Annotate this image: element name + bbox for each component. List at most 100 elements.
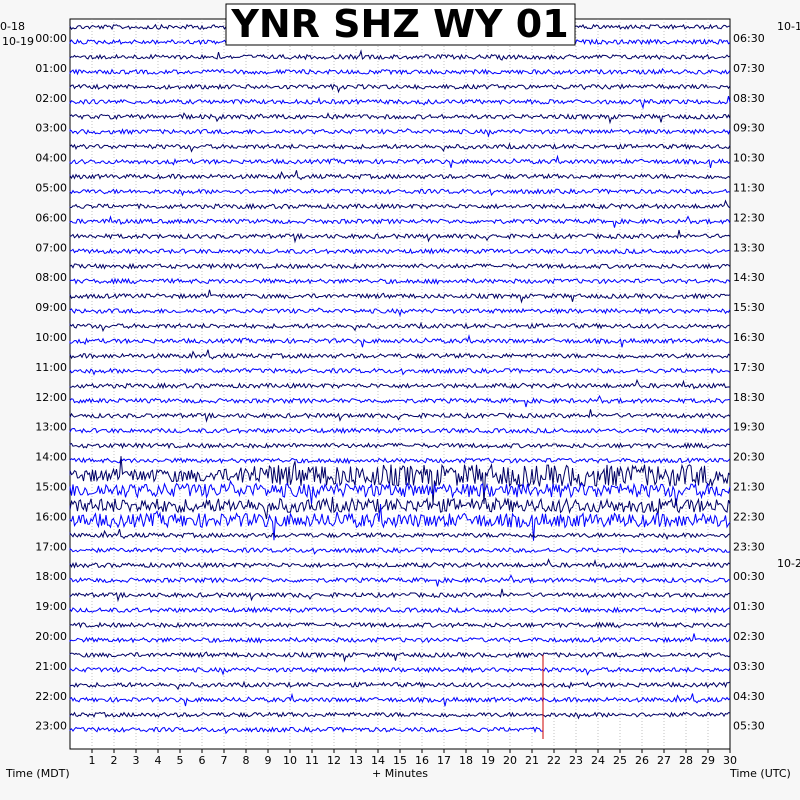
date-right-mid: 10-2 bbox=[777, 557, 800, 570]
hour-label-right: 20:30 bbox=[733, 451, 765, 464]
x-tick-label: 26 bbox=[635, 754, 649, 767]
x-tick-label: 21 bbox=[525, 754, 539, 767]
trace-line bbox=[69, 666, 731, 676]
trace-line bbox=[69, 333, 731, 348]
trace-line bbox=[69, 289, 731, 304]
hour-label-right: 15:30 bbox=[733, 301, 765, 314]
trace-line bbox=[69, 199, 731, 210]
trace-line bbox=[69, 558, 731, 569]
x-tick-label: 29 bbox=[701, 754, 715, 767]
hour-label-left: 01:00 bbox=[35, 62, 67, 75]
trace-line bbox=[69, 441, 731, 450]
x-tick-label: 1 bbox=[89, 754, 96, 767]
hour-label-right: 04:30 bbox=[733, 690, 765, 703]
hour-label-right: 01:30 bbox=[733, 600, 765, 613]
trace-line bbox=[69, 574, 731, 587]
hour-label-right: 19:30 bbox=[733, 421, 765, 434]
x-tick-label: 6 bbox=[199, 754, 206, 767]
traces bbox=[69, 23, 731, 739]
hour-label-left: 11:00 bbox=[35, 361, 67, 374]
trace-line bbox=[69, 456, 731, 505]
hour-label-right: 11:30 bbox=[733, 182, 765, 195]
x-tick-label: 23 bbox=[569, 754, 583, 767]
hour-label-left: 21:00 bbox=[35, 660, 67, 673]
trace-line bbox=[69, 711, 731, 720]
hour-label-right: 16:30 bbox=[733, 331, 765, 344]
y-label-right: Time (UTC) bbox=[729, 767, 791, 780]
trace-line bbox=[69, 307, 731, 317]
trace-line bbox=[69, 409, 731, 423]
hour-label-right: 09:30 bbox=[733, 122, 765, 135]
trace-line bbox=[69, 154, 731, 169]
hour-label-right: 03:30 bbox=[733, 660, 765, 673]
plot-area bbox=[69, 18, 731, 750]
date-left-start: 10-19 bbox=[2, 35, 34, 48]
x-tick-label: 3 bbox=[133, 754, 140, 767]
hour-label-left: 15:00 bbox=[35, 481, 67, 494]
x-label: + Minutes bbox=[372, 767, 428, 780]
hour-label-right: 08:30 bbox=[733, 92, 765, 105]
trace-line bbox=[69, 83, 731, 94]
hour-label-left: 03:00 bbox=[35, 122, 67, 135]
x-tick-label: 4 bbox=[155, 754, 162, 767]
x-tick-label: 10 bbox=[283, 754, 297, 767]
trace-line bbox=[69, 67, 731, 76]
x-tick-label: 20 bbox=[503, 754, 517, 767]
trace-line bbox=[69, 215, 731, 228]
hour-label-left: 17:00 bbox=[35, 540, 67, 553]
trace-line bbox=[69, 479, 731, 506]
x-tick-label: 27 bbox=[657, 754, 671, 767]
hour-label-left: 05:00 bbox=[35, 182, 67, 195]
x-tick-label: 14 bbox=[371, 754, 385, 767]
trace-line bbox=[69, 504, 731, 541]
x-tick-label: 28 bbox=[679, 754, 693, 767]
hour-label-right: 05:30 bbox=[733, 720, 765, 733]
trace-line bbox=[69, 49, 731, 61]
trace-line bbox=[69, 588, 731, 603]
hour-label-left: 16:00 bbox=[35, 510, 67, 523]
chart-title: YNR SHZ WY 01 bbox=[230, 2, 568, 46]
date-left-top: 0-18 bbox=[0, 20, 25, 33]
x-tick-label: 30 bbox=[723, 754, 737, 767]
trace-line bbox=[69, 496, 731, 520]
hour-label-left: 06:00 bbox=[35, 211, 67, 224]
hour-label-left: 20:00 bbox=[35, 630, 67, 643]
trace-line bbox=[69, 726, 543, 735]
trace-line bbox=[69, 170, 731, 181]
trace-line bbox=[69, 633, 731, 644]
hour-label-right: 18:30 bbox=[733, 391, 765, 404]
hour-label-left: 08:00 bbox=[35, 271, 67, 284]
trace-line bbox=[69, 112, 731, 125]
x-tick-label: 9 bbox=[265, 754, 272, 767]
hour-label-left: 14:00 bbox=[35, 451, 67, 464]
x-tick-label: 7 bbox=[221, 754, 228, 767]
hour-label-left: 02:00 bbox=[35, 92, 67, 105]
trace-line bbox=[69, 692, 731, 707]
trace-line bbox=[69, 367, 731, 376]
hour-label-right: 00:30 bbox=[733, 570, 765, 583]
trace-line bbox=[69, 457, 731, 465]
hour-label-right: 14:30 bbox=[733, 271, 765, 284]
x-tick-label: 5 bbox=[177, 754, 184, 767]
hour-label-right: 21:30 bbox=[733, 481, 765, 494]
left-time-labels: 00:00 01:00 02:00 03:00 04:00 05:00 06:00 07:00… bbox=[35, 32, 67, 733]
x-tick-label: 25 bbox=[613, 754, 627, 767]
trace-line bbox=[69, 188, 731, 197]
date-right-top: 10-1 bbox=[777, 20, 800, 33]
trace-line bbox=[69, 349, 731, 360]
hour-label-left: 10:00 bbox=[35, 331, 67, 344]
trace-line bbox=[69, 621, 731, 629]
title-box bbox=[225, 3, 576, 46]
hour-label-left: 18:00 bbox=[35, 570, 67, 583]
trace-line bbox=[69, 262, 731, 270]
trace-line bbox=[69, 321, 731, 333]
x-tick-label: 18 bbox=[459, 754, 473, 767]
trace-line bbox=[69, 651, 731, 663]
hour-label-right: 12:30 bbox=[733, 211, 765, 224]
trace-line bbox=[69, 277, 731, 285]
hour-label-left: 13:00 bbox=[35, 421, 67, 434]
trace-line bbox=[69, 229, 731, 244]
y-label-left: Time (MDT) bbox=[5, 767, 70, 780]
hour-label-right: 22:30 bbox=[733, 510, 765, 523]
